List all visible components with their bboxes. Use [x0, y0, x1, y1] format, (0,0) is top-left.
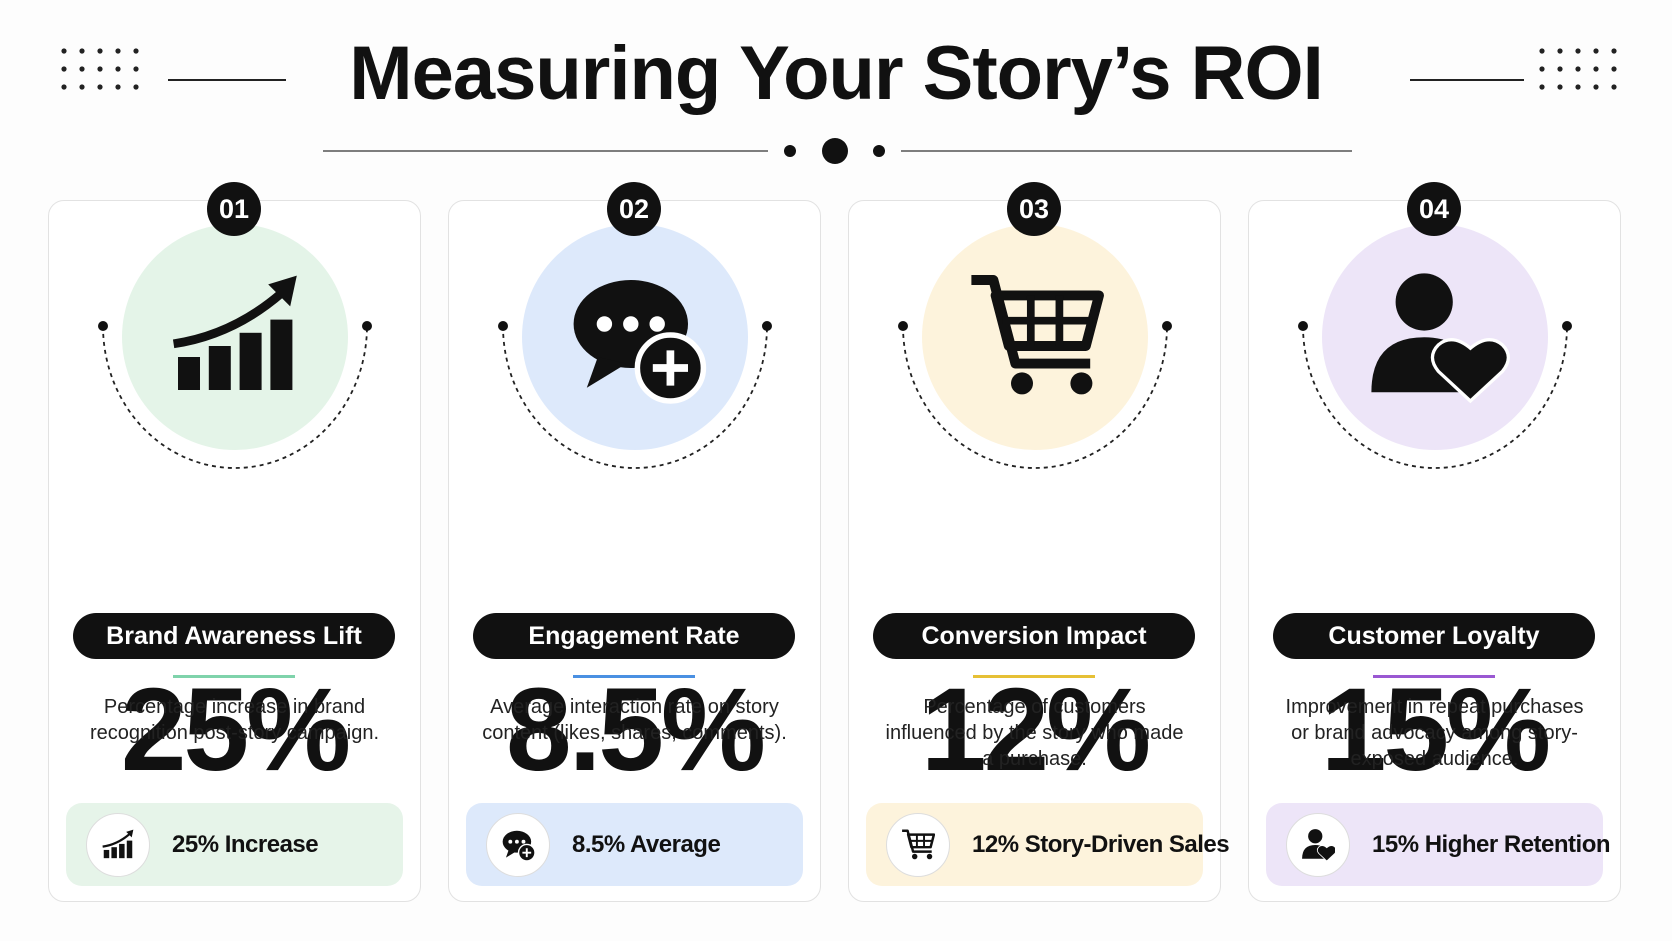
accent-line — [573, 675, 695, 678]
icon — [1371, 273, 1510, 404]
accent-line — [973, 675, 1095, 678]
accent-line — [1373, 675, 1495, 678]
badge-icon — [486, 812, 550, 877]
header-lines — [168, 79, 1524, 152]
card-number: 04 — [1407, 182, 1461, 236]
metric-value: 15% — [1320, 664, 1551, 796]
metric-card: 02 8.5% Engagement Rate Average interact… — [448, 182, 821, 902]
accent-line — [173, 675, 295, 678]
dashed-arc — [902, 325, 1168, 469]
description: Percentage of customers influenced by th… — [885, 696, 1184, 770]
badge: 15% Higher Retention — [1266, 803, 1611, 886]
badge: 8.5% Average — [466, 803, 803, 886]
icon — [172, 275, 297, 390]
card-number: 02 — [607, 182, 661, 236]
badge: 12% Story-Driven Sales — [866, 803, 1230, 886]
badge-icon — [886, 812, 950, 877]
metric-value: 25% — [120, 664, 351, 796]
icon-circle — [122, 224, 348, 450]
metric-value: 8.5% — [506, 664, 766, 796]
icon-area — [1298, 224, 1572, 469]
badge-text: 15% Higher Retention — [1372, 830, 1611, 858]
dot-grid — [61, 48, 1617, 90]
card-number: 01 — [207, 182, 261, 236]
icon — [971, 275, 1104, 395]
metric-card: 03 12% Conversion Impact Percentage of c… — [848, 182, 1230, 902]
metric-label: Engagement Rate — [473, 613, 795, 659]
metric-value: 12% — [920, 664, 1151, 796]
card-number: 03 — [1007, 182, 1061, 236]
icon-circle — [922, 224, 1148, 450]
description: Percentage increase in brand recognition… — [89, 696, 380, 744]
badge-icon — [1286, 812, 1350, 877]
metric-label: Brand Awareness Lift — [73, 613, 395, 659]
metric-label: Customer Loyalty — [1273, 613, 1595, 659]
icon-area — [98, 224, 372, 469]
dashed-arc — [102, 325, 368, 469]
title: Measuring Your Story’s ROI — [349, 31, 1323, 116]
badge-text: 12% Story-Driven Sales — [972, 830, 1230, 858]
description: Average interaction rate on story conten… — [482, 696, 787, 744]
metric-card: 01 25% Brand Awareness Lift Percentage i… — [48, 182, 421, 902]
badge-icon — [86, 812, 150, 877]
metric-label: Conversion Impact — [873, 613, 1195, 659]
dashed-arc — [502, 325, 768, 469]
header-decor — [61, 48, 1617, 164]
icon-area — [498, 224, 772, 469]
badge-text: 25% Increase — [172, 830, 319, 858]
description: Improvement in repeat purchases or brand… — [1285, 696, 1584, 770]
icon-area — [898, 224, 1172, 469]
badge-text: 8.5% Average — [572, 830, 721, 858]
icon — [573, 280, 707, 404]
dashed-arc — [1302, 325, 1568, 469]
icon-circle — [1322, 224, 1548, 450]
metric-card: 04 15% Customer Loyalty Improvement in r… — [1248, 182, 1621, 902]
badge: 25% Increase — [66, 803, 403, 886]
